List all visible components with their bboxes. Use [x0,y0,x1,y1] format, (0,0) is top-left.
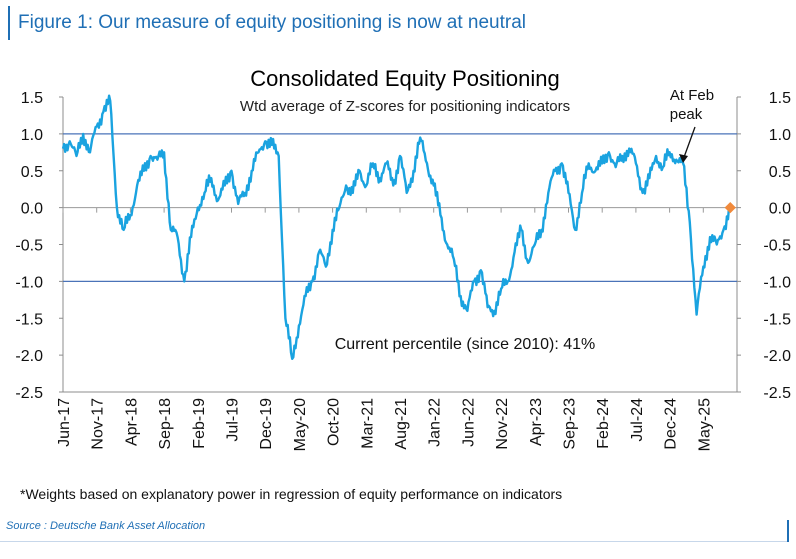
figure-title: Figure 1: Our measure of equity position… [8,6,526,40]
series-line [61,94,732,360]
x-tick-label: Feb-19 [191,398,208,449]
y-tick-label-right: 0.5 [769,164,791,181]
x-tick-label: Dec-19 [258,398,275,450]
x-tick-label: Oct-20 [326,398,343,446]
y-tick-label-left: -1.5 [15,311,43,328]
y-tick-label-right: 0.0 [769,201,791,218]
axes: 1.5 1.5 1.0 1.0 0.5 0.5 0.0 0.0 -0.5 -0.5 -1.0 -1.0… [15,90,791,451]
x-tick-label: May-20 [292,398,309,451]
x-tick-label: Nov-17 [90,398,107,450]
feb-peak-line-2: peak [670,106,703,123]
footnote: *Weights based on explanatory power in r… [20,486,563,502]
y-tick-label-right: -1.5 [763,311,791,328]
y-tick-label-right: 1.5 [769,90,791,107]
y-tick-label-right: -0.5 [763,238,791,255]
y-tick-label-left: 0.5 [21,164,43,181]
y-tick-label-left: 1.0 [21,127,43,144]
y-tick-label-left: 1.5 [21,90,43,107]
x-tick-label: Sep-23 [562,398,579,450]
x-tick-label: Aug-21 [393,398,410,450]
latest-point-marker [724,201,736,214]
chart: Consolidated Equity Positioning Wtd aver… [15,66,791,451]
y-tick-label-left: -2.5 [15,385,43,402]
x-tick-label: Nov-22 [494,398,511,450]
feb-peak-arrowhead [679,154,688,163]
divider-accent [787,520,789,542]
annotations: At Feb peak Current percentile (since 2010… [335,87,714,353]
source-note: Source : Deutsche Bank Asset Allocation [6,520,206,532]
chart-subtitle: Wtd average of Z-scores for positioning … [240,98,570,115]
y-tick-label-left: -2.0 [15,348,43,365]
feb-peak-arrow [682,126,696,161]
y-tick-label-left: 0.0 [21,201,43,218]
x-tick-label: Dec-24 [663,398,680,450]
x-tick-label: Jun-22 [460,398,477,447]
feb-peak-annotation: At Feb peak [670,87,714,123]
x-tick-label: Jan-22 [427,398,444,447]
chart-title: Consolidated Equity Positioning [250,66,559,91]
x-tick-label: Apr-18 [123,398,140,446]
x-tick-label: Jul-19 [225,398,242,442]
x-tick-label: Mar-21 [359,398,376,449]
x-tick-label: Apr-23 [528,398,545,446]
feb-peak-line-1: At Feb [670,87,714,104]
x-tick-label: May-25 [696,398,713,451]
x-tick-label: Jun-17 [56,398,73,447]
y-tick-label-left: -0.5 [15,238,43,255]
y-tick-label-right: -1.0 [763,274,791,291]
divider [0,541,789,542]
plot-area [61,94,737,360]
y-tick-label-left: -1.0 [15,274,43,291]
x-tick-label: Feb-24 [595,398,612,449]
y-tick-label-right: -2.0 [763,348,791,365]
x-tick-label: Jul-24 [629,398,646,442]
percentile-annotation: Current percentile (since 2010): 41% [335,336,596,353]
y-tick-label-right: -2.5 [763,385,791,402]
y-tick-label-right: 1.0 [769,127,791,144]
x-tick-label: Sep-18 [157,398,174,450]
